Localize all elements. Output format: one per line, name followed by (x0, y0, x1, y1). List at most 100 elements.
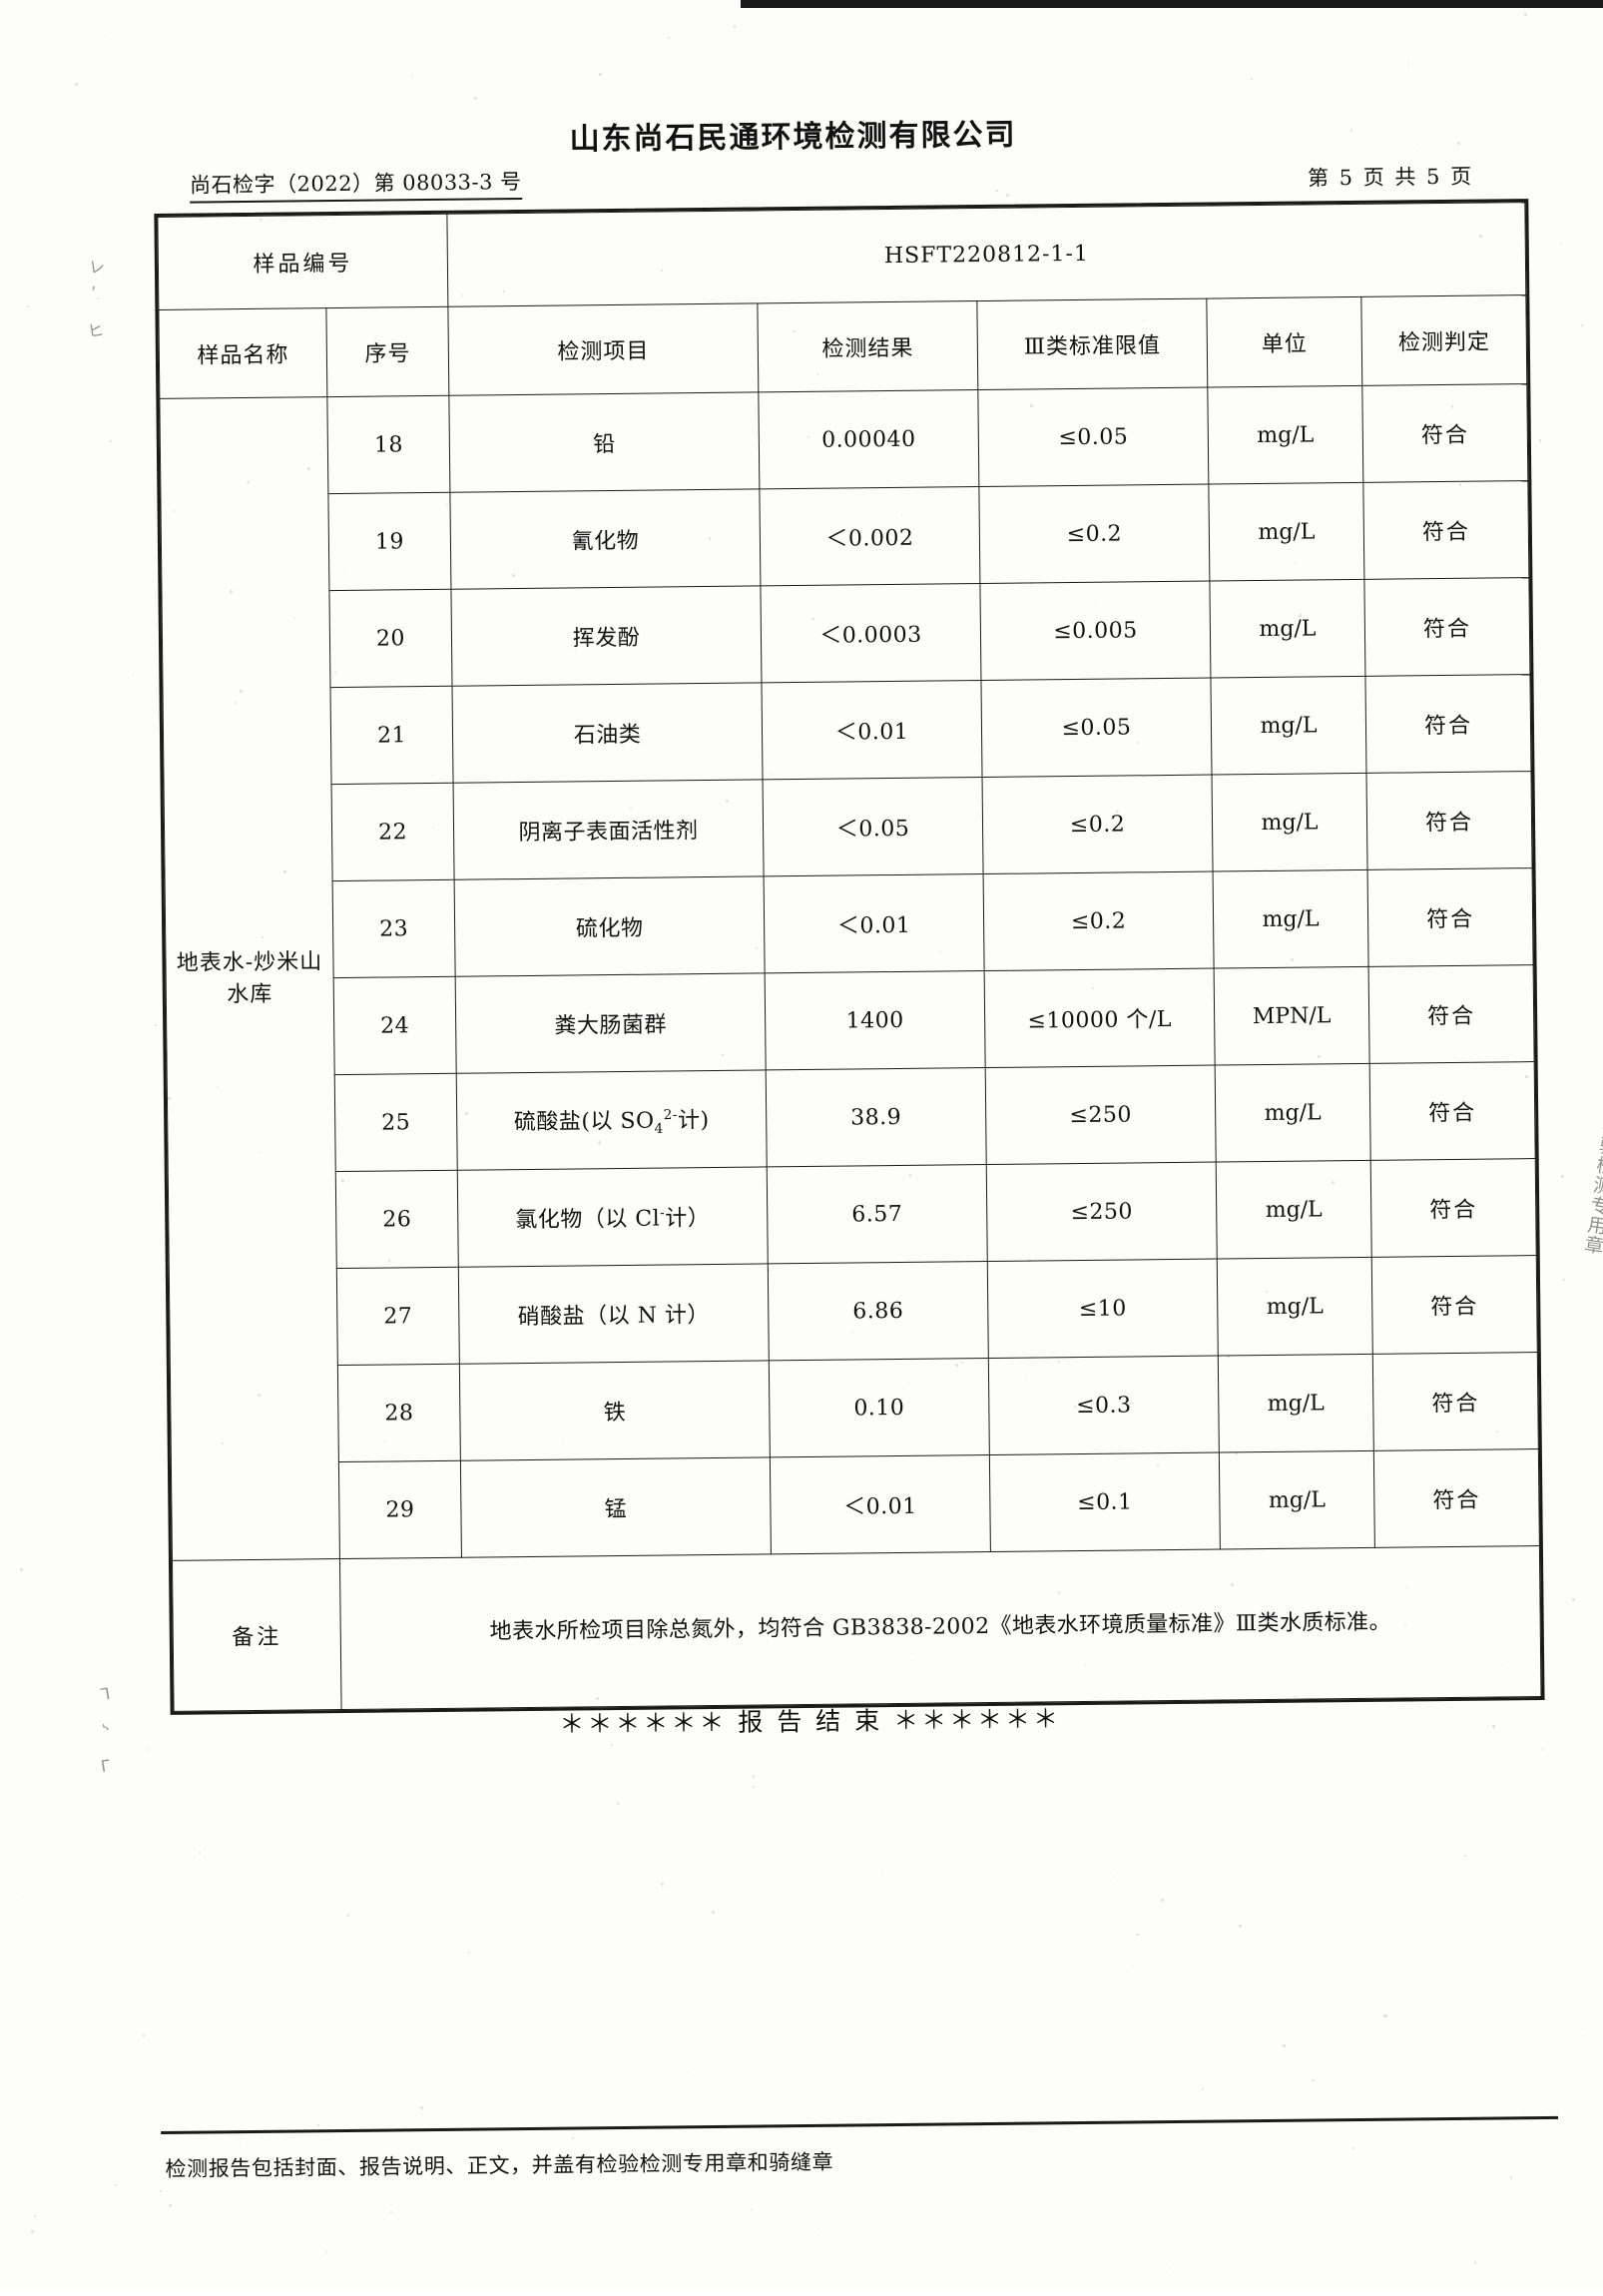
scan-speck (711, 1911, 716, 1915)
scan-speck (155, 1023, 157, 1026)
scan-speck (1580, 323, 1583, 326)
sample-number-row: 样品编号 HSFT220812-1-1 (157, 202, 1526, 310)
limit-cell: ≤0.005 (979, 581, 1211, 681)
scan-speck (142, 2034, 145, 2037)
scan-speck (1137, 741, 1140, 744)
scan-speck (503, 290, 506, 293)
scan-speck (630, 808, 633, 811)
sample-number-value: HSFT220812-1-1 (446, 202, 1526, 307)
table-row: 21 石油类 ＜0.01 ≤0.05 mg/L 符合 (163, 674, 1532, 787)
footer-note: 检测报告包括封面、报告说明、正文，并盖有检验检测专用章和骑缝章 (165, 2149, 834, 2181)
scan-speck (446, 504, 449, 507)
unit-cell: mg/L (1213, 869, 1369, 969)
scan-speck (343, 571, 346, 573)
scan-speck (1201, 2087, 1204, 2090)
scan-speck (333, 672, 336, 674)
scan-speck (642, 2157, 646, 2161)
judgement-cell: 符合 (1368, 964, 1535, 1064)
scan-speck (598, 73, 602, 77)
scan-speck (317, 2123, 319, 2126)
results-table-body: 样品编号 HSFT220812-1-1 样品名称 序号 检测项目 检测结果 Ⅲ类标准限值… (157, 202, 1542, 1712)
scan-speck (266, 1647, 268, 1651)
scan-speck (1509, 2176, 1513, 2180)
scan-speck (955, 1363, 959, 1367)
scan-speck (1495, 1430, 1499, 1434)
remark-label: 备注 (172, 1558, 342, 1712)
scan-speck (1457, 142, 1461, 146)
scan-speck (105, 34, 108, 37)
scan-speck (1069, 1178, 1071, 1180)
scan-speck (793, 329, 796, 333)
table-row: 22 阴离子表面活性剂 ＜0.05 ≤0.2 mg/L 符合 (164, 771, 1533, 883)
scan-speck (465, 1112, 468, 1116)
scan-speck (873, 1553, 875, 1555)
scan-speck (387, 1259, 390, 1262)
result-cell: 38.9 (766, 1067, 987, 1167)
test-item-cell: 阴离子表面活性剂 (453, 779, 765, 880)
unit-cell: mg/L (1209, 579, 1365, 679)
column-header-row: 样品名称 序号 检测项目 检测结果 Ⅲ类标准限值 单位 检测判定 (158, 294, 1527, 399)
scan-speck (1454, 2014, 1456, 2016)
column-header: 单位 (1206, 296, 1362, 388)
sequence-cell: 21 (330, 686, 454, 785)
scan-speck (260, 218, 263, 221)
scan-speck (247, 480, 250, 483)
scan-edge-artifact (741, 0, 1603, 8)
scan-speck (561, 1438, 564, 1440)
scan-speck (751, 2208, 753, 2211)
unit-cell: mg/L (1216, 1160, 1372, 1260)
scan-speck (616, 1802, 620, 1805)
scan-speck (940, 951, 942, 953)
scan-speck (1406, 62, 1410, 66)
scan-speck (908, 1173, 912, 1177)
margin-scan-mark: ᒣ (99, 1683, 112, 1705)
scan-speck (30, 2229, 34, 2233)
sequence-cell: 19 (327, 492, 451, 591)
scan-speck (611, 1743, 614, 1747)
scan-speck (1450, 405, 1454, 408)
scan-speck (20, 1568, 24, 1572)
test-item-cell: 石油类 (452, 682, 764, 784)
result-cell: 0.10 (769, 1358, 990, 1457)
scan-speck (1463, 1854, 1466, 1857)
scan-speck (1230, 1583, 1234, 1586)
scan-speck (1168, 2267, 1171, 2269)
results-table: 样品编号 HSFT220812-1-1 样品名称 序号 检测项目 检测结果 Ⅲ类标准限值… (154, 199, 1545, 1715)
limit-cell: ≤10000 个/L (984, 968, 1216, 1068)
sequence-cell: 29 (338, 1460, 462, 1559)
judgement-cell: 符合 (1364, 674, 1532, 774)
judgement-cell: 符合 (1366, 771, 1533, 870)
unit-cell: mg/L (1219, 1450, 1375, 1549)
scan-speck (432, 826, 435, 829)
scan-speck (384, 1440, 387, 1443)
scan-speck (1059, 1029, 1061, 1031)
scan-speck (667, 36, 671, 40)
scan-speck (595, 1696, 599, 1700)
unit-cell: mg/L (1215, 1063, 1371, 1163)
scan-speck (1317, 1054, 1321, 1059)
margin-scan-mark: レ (87, 256, 107, 278)
test-item-cell: 氯化物（以 Cl-计） (457, 1166, 769, 1268)
scan-speck (420, 2106, 423, 2109)
judgement-cell: 符合 (1367, 867, 1534, 967)
scan-speck (218, 1086, 220, 1088)
scan-speck (114, 2183, 118, 2187)
limit-cell: ≤0.05 (977, 387, 1209, 487)
scan-speck (96, 296, 100, 300)
column-header: 检测结果 (757, 300, 978, 392)
test-item-cell: 硝酸盐（以 N 计） (458, 1263, 770, 1365)
scan-speck (229, 590, 233, 594)
scan-speck (474, 96, 478, 100)
scan-speck (259, 1151, 261, 1154)
scan-speck (755, 946, 758, 949)
company-title: 山东尚石民通环境检测有限公司 (569, 117, 1017, 158)
scan-speck (1142, 319, 1144, 321)
table-row: 28 铁 0.10 ≤0.3 mg/L 符合 (170, 1352, 1539, 1464)
scan-speck (1332, 1181, 1336, 1185)
limit-cell: ≤0.3 (988, 1356, 1220, 1455)
scan-speck (1057, 1591, 1060, 1594)
scan-speck (1239, 1925, 1243, 1928)
sample-name-cell: 地表水-炒米山水库 (159, 396, 340, 1561)
scan-speck (1561, 1175, 1564, 1178)
